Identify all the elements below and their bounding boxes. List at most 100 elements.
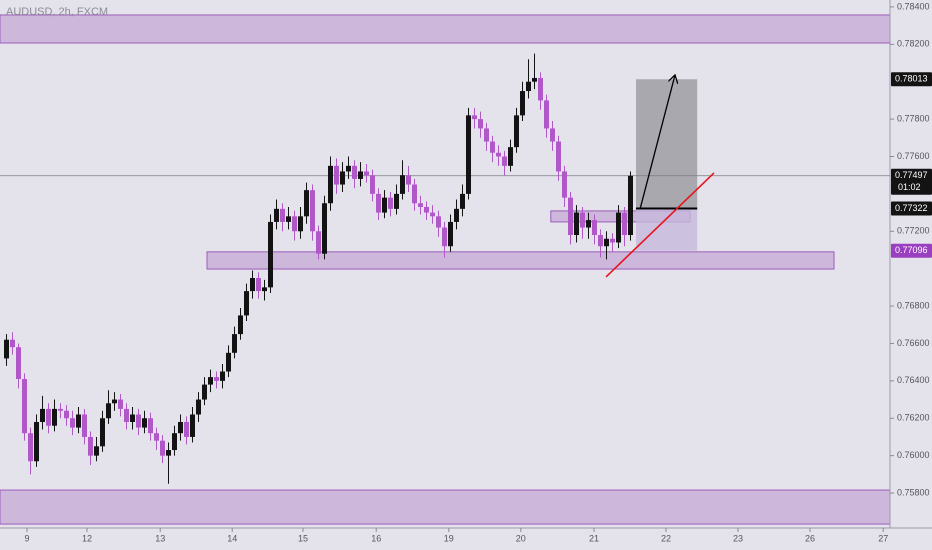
candle-body — [604, 238, 609, 247]
candle-body — [70, 418, 75, 428]
candle-body — [586, 220, 591, 228]
price-label: 0.77322 — [895, 203, 928, 213]
candle-body — [580, 212, 585, 228]
zone — [206, 251, 835, 270]
candle-body — [256, 278, 261, 292]
y-tick-label: 0.77600 — [897, 151, 930, 161]
x-tick-label: 15 — [298, 533, 308, 543]
candle-body — [130, 414, 135, 422]
candle-body — [628, 175, 633, 236]
candle-body — [424, 206, 429, 213]
x-tick-label: 19 — [444, 533, 454, 543]
y-tick-label: 0.78200 — [897, 39, 930, 49]
candle-body — [538, 77, 543, 101]
candle-body — [118, 399, 123, 409]
candle-body — [148, 418, 153, 434]
candle-body — [10, 339, 15, 348]
candle-body — [610, 238, 615, 243]
candle-body — [166, 450, 171, 456]
candle-body — [94, 446, 99, 456]
candle-body — [304, 190, 309, 217]
candle-body — [568, 197, 573, 236]
price-axis — [890, 0, 932, 550]
candle-body — [214, 377, 219, 381]
candle-body — [322, 203, 327, 254]
y-tick-label: 0.77800 — [897, 113, 930, 123]
x-tick-label: 22 — [661, 533, 671, 543]
candle-body — [442, 227, 447, 247]
candle-body — [418, 203, 423, 207]
candle-body — [508, 147, 513, 166]
y-tick-label: 0.75800 — [897, 487, 930, 497]
candle-body — [334, 165, 339, 185]
candle-body — [106, 403, 111, 419]
candle-body — [226, 352, 231, 372]
candle-body — [292, 216, 297, 232]
y-tick-label: 0.76000 — [897, 450, 930, 460]
candle-body — [112, 399, 117, 404]
zone — [0, 14, 891, 44]
candle-body — [616, 212, 621, 243]
candle-body — [472, 115, 477, 120]
axes: 0.78400 0.78200 0.77800 0.77600 0.77200 0.768… — [24, 1, 932, 543]
candle-body — [28, 433, 33, 462]
x-tick-label: 12 — [82, 533, 92, 543]
price-label-box — [891, 72, 932, 87]
candle-body — [328, 165, 333, 204]
candle-body — [430, 212, 435, 217]
candle-body — [184, 421, 189, 437]
x-tick-label: 20 — [516, 533, 526, 543]
candle-body — [382, 197, 387, 213]
candle-body — [34, 421, 39, 462]
candle-body — [394, 193, 399, 209]
price-label: 0.77497 — [895, 170, 928, 180]
candle-body — [268, 221, 273, 288]
candle-body — [52, 408, 57, 426]
candle-body — [556, 141, 561, 172]
candle-body — [514, 115, 519, 148]
trendline — [605, 172, 715, 278]
symbol-title: AUDUSD, 2h, FXCM — [6, 6, 108, 18]
candle-body — [4, 339, 9, 359]
x-tick-label: 13 — [155, 533, 165, 543]
x-tick-label: 9 — [24, 533, 29, 543]
candle-body — [448, 221, 453, 247]
y-tick-label: 0.76800 — [897, 300, 930, 310]
candle-body — [454, 208, 459, 222]
arrow — [639, 75, 675, 209]
candle-body — [100, 418, 105, 447]
plot-area — [0, 14, 891, 525]
candle-body — [40, 408, 45, 422]
candle-body — [238, 315, 243, 335]
candle-body — [490, 141, 495, 153]
candle-body — [370, 175, 375, 194]
price-label: 0.77096 — [895, 245, 928, 255]
candle-body — [550, 128, 555, 142]
price-label-box — [891, 243, 932, 258]
candle-body — [466, 115, 471, 194]
candle-body — [250, 278, 255, 292]
candle-body — [202, 384, 207, 400]
candle-body — [46, 408, 51, 426]
candle-body — [502, 156, 507, 166]
candle-body — [244, 291, 249, 316]
candle-body — [574, 212, 579, 236]
price-label: 0.78013 — [895, 74, 928, 84]
candle-body — [592, 220, 597, 236]
candle-body — [460, 193, 465, 209]
candle-body — [142, 418, 147, 428]
countdown: 01:02 — [898, 182, 921, 192]
candle-body — [358, 171, 363, 179]
y-tick-label: 0.76400 — [897, 375, 930, 385]
candle-body — [340, 171, 345, 185]
candle-body — [346, 165, 351, 172]
candle-body — [406, 175, 411, 185]
candle-body — [532, 77, 537, 82]
candle-body — [436, 216, 441, 228]
candle-body — [124, 408, 129, 422]
candle-body — [76, 414, 81, 428]
x-tick-label: 27 — [878, 533, 888, 543]
zone — [0, 489, 891, 525]
candle-body — [412, 184, 417, 204]
